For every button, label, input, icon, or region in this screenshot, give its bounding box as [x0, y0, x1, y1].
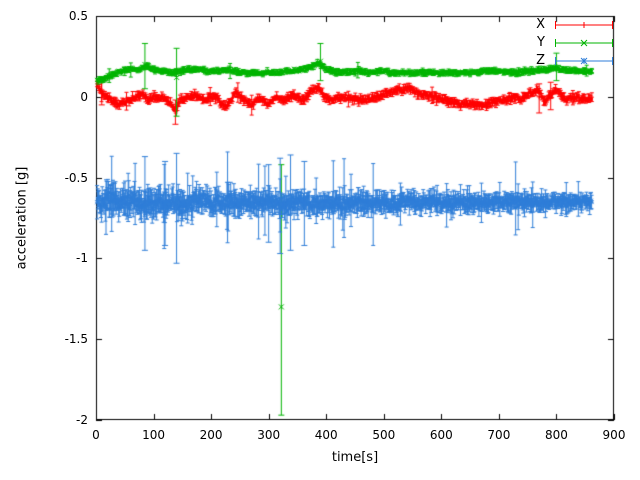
x-tick-label: 700 — [487, 428, 511, 442]
y-tick-label: -1.5 — [64, 332, 88, 347]
legend-sample-errorbar — [555, 38, 613, 47]
legend-sample-errorbar — [555, 20, 613, 29]
y-axis-label: acceleration [g] — [14, 166, 30, 270]
legend-label: Z — [536, 53, 545, 68]
x-tick-label: 900 — [602, 428, 626, 442]
x-axis-label: time[s] — [331, 450, 379, 465]
x-tick-label: 500 — [372, 428, 396, 442]
x-tick-label: 300 — [257, 428, 281, 442]
legend-item-x: X — [536, 17, 614, 32]
y-tick-label: -0.5 — [64, 170, 88, 185]
x-tick-label: 600 — [429, 428, 453, 442]
y-tick-label: 0 — [80, 89, 88, 104]
y-tick-label: -2 — [76, 413, 88, 427]
x-tick-label: 100 — [142, 428, 165, 442]
legend-item-z: Z — [536, 53, 614, 68]
x-tick-label: 200 — [199, 428, 223, 442]
y-tick-label: 0.5 — [68, 9, 88, 23]
legend-label: Y — [537, 35, 545, 50]
x-tick-label: 800 — [544, 428, 568, 442]
legend-item-y: Y — [536, 35, 614, 50]
x-tick-label: 0 — [92, 428, 100, 442]
y-tick-label: -1 — [76, 251, 88, 266]
legend-sample-errorbar — [555, 56, 613, 65]
x-tick-label: 400 — [314, 428, 338, 442]
legend-label: X — [536, 17, 545, 32]
